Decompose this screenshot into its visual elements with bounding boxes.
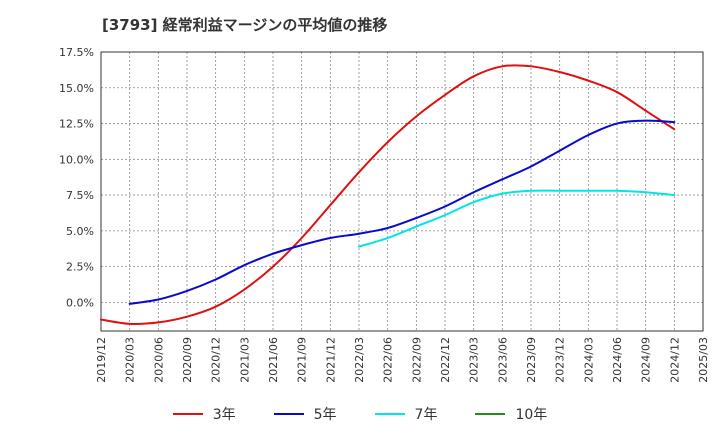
x-tick-label: 2021/09 — [296, 337, 309, 383]
legend-swatch — [172, 413, 203, 415]
x-tick-label: 2023/09 — [525, 337, 538, 383]
x-tick-label: 2022/12 — [439, 337, 452, 383]
x-tick-label: 2024/03 — [582, 337, 595, 383]
x-tick-label: 2020/03 — [124, 337, 137, 383]
x-tick-label: 2024/06 — [611, 337, 624, 383]
x-tick-label: 2021/03 — [238, 337, 251, 383]
legend-item-3: 7年 — [374, 404, 438, 424]
y-tick-label: 5.0% — [66, 225, 94, 238]
legend-label: 5年 — [313, 407, 337, 423]
x-tick-label: 2021/06 — [267, 337, 280, 383]
y-tick-label: 7.5% — [66, 189, 94, 202]
legend-item-4: 10年 — [475, 404, 547, 424]
x-tick-label: 2023/06 — [496, 337, 509, 383]
y-tick-label: 0.0% — [66, 296, 94, 309]
x-tick-label: 2019/12 — [95, 337, 108, 383]
plot-frame — [100, 51, 704, 332]
legend-swatch — [273, 413, 304, 415]
x-tick-label: 2025/03 — [697, 337, 710, 383]
y-tick-label: 17.5% — [59, 46, 94, 59]
x-tick-label: 2023/03 — [468, 337, 481, 383]
y-tick-label: 15.0% — [59, 82, 94, 95]
x-tick-label: 2020/12 — [210, 337, 223, 383]
series-line-3 — [358, 189, 676, 248]
x-tick-label: 2020/09 — [181, 337, 194, 383]
legend-label: 10年 — [515, 407, 548, 423]
x-tick-label: 2022/03 — [353, 337, 366, 383]
series-line-2 — [128, 119, 676, 305]
y-tick-label: 12.5% — [59, 118, 94, 131]
y-tick-label: 10.0% — [59, 153, 94, 166]
x-tick-label: 2024/09 — [640, 337, 653, 383]
legend-swatch — [475, 413, 506, 415]
y-tick-label: 2.5% — [66, 261, 94, 274]
x-tick-label: 2020/06 — [152, 337, 165, 383]
x-tick-label: 2022/06 — [382, 337, 395, 383]
x-tick-label: 2022/09 — [410, 337, 423, 383]
chart-legend: 3年 5年 7年 10年 — [0, 404, 720, 424]
legend-item-1: 3年 — [172, 404, 236, 424]
legend-label: 3年 — [212, 407, 236, 423]
x-tick-label: 2023/12 — [554, 337, 567, 383]
x-tick-label: 2021/12 — [324, 337, 337, 383]
series-line-1 — [100, 64, 676, 325]
legend-label: 7年 — [414, 407, 438, 423]
legend-swatch — [374, 413, 405, 415]
chart-title: [3793] 経常利益マージンの平均値の推移 — [102, 16, 388, 34]
x-tick-label: 2024/12 — [668, 337, 681, 383]
legend-item-2: 5年 — [273, 404, 337, 424]
